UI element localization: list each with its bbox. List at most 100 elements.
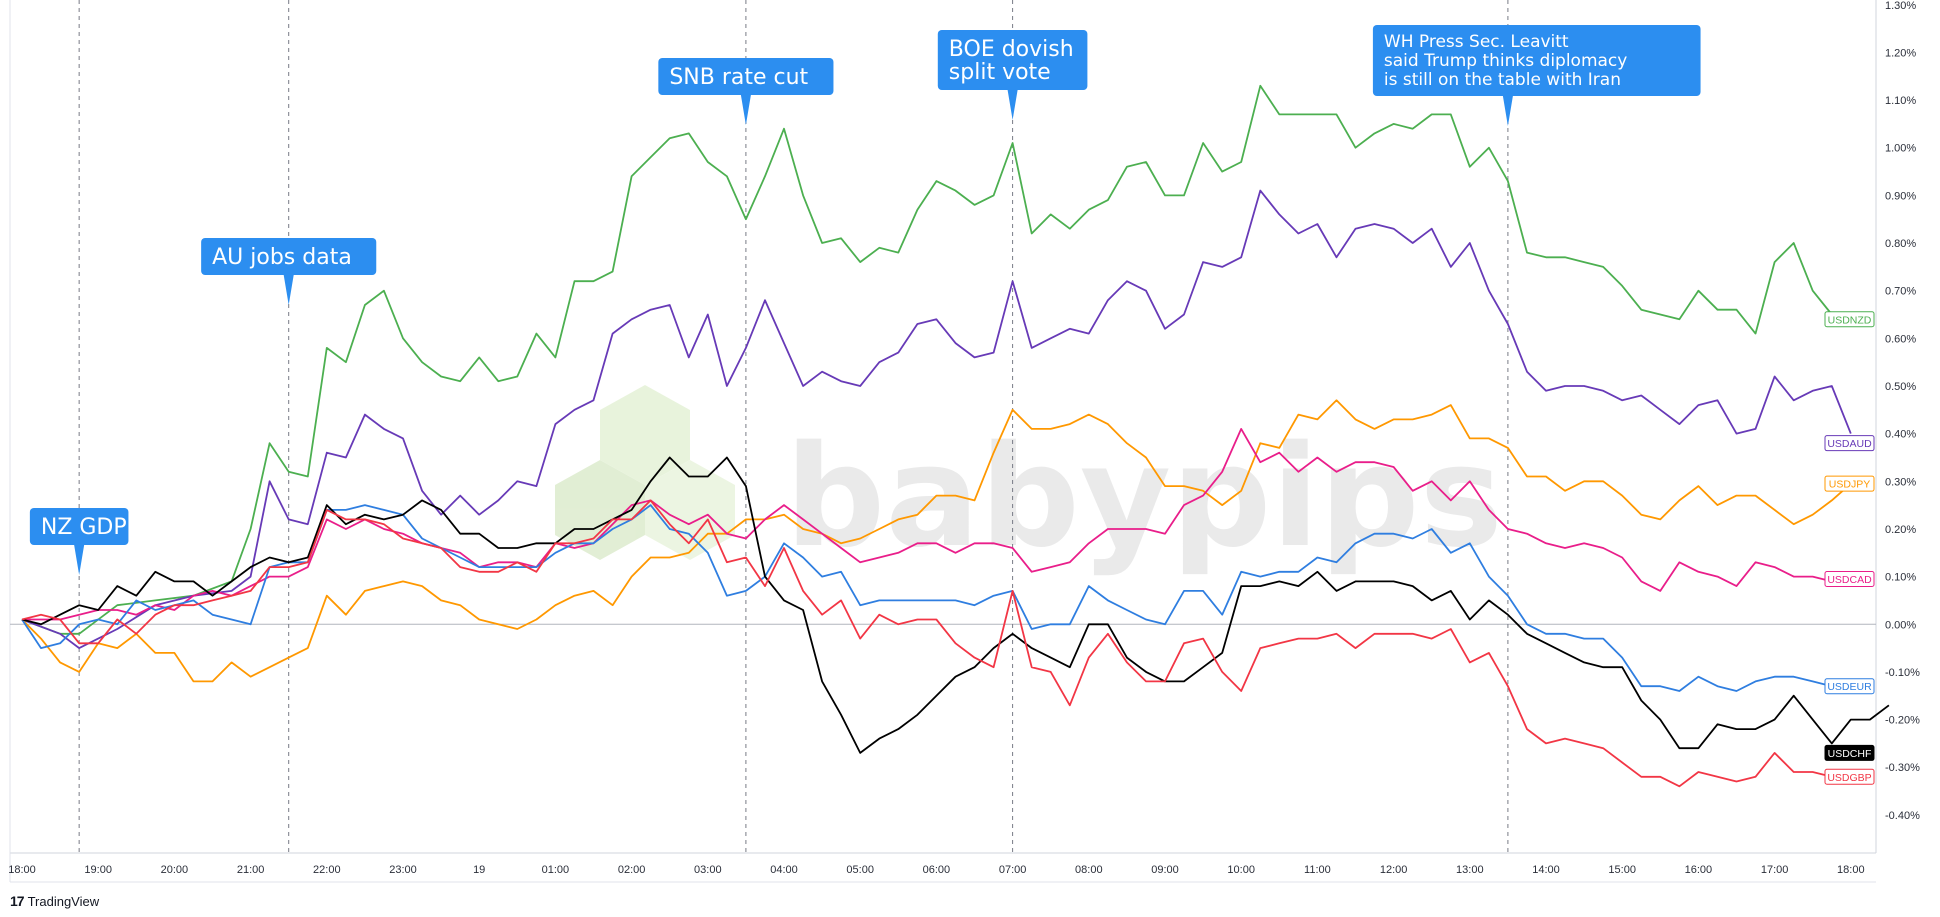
series-label-text: USDNZD bbox=[1828, 314, 1872, 326]
x-tick-label: 01:00 bbox=[542, 864, 570, 876]
annotation-text: AU jobs data bbox=[212, 245, 352, 270]
babypips-cube-icon bbox=[555, 385, 735, 560]
annotation-callout: AU jobs data bbox=[201, 238, 377, 305]
y-tick-label: 0.70% bbox=[1885, 286, 1916, 298]
y-tick-label: 0.30% bbox=[1885, 476, 1916, 488]
y-tick-label: -0.10% bbox=[1885, 667, 1920, 679]
tradingview-name: TradingView bbox=[27, 893, 100, 909]
annotation-box bbox=[29, 508, 129, 545]
series-line-usdcad[interactable] bbox=[22, 427, 1851, 621]
x-tick-label: 11:00 bbox=[1304, 864, 1331, 876]
x-tick-label: 17:00 bbox=[1761, 864, 1789, 876]
series-line-usdjpy[interactable] bbox=[21, 399, 1852, 683]
series-label-text: USDJPY bbox=[1829, 479, 1870, 491]
x-tick-label: 21:00 bbox=[237, 864, 265, 876]
y-tick-label: 0.60% bbox=[1885, 333, 1916, 345]
series-label-usdnzd: USDNZD bbox=[1824, 311, 1875, 328]
series-labels: USDNZD USDAUD USDJPY USDCAD USDEUR USDCHF USDG… bbox=[1824, 311, 1875, 785]
x-tick-label: 06:00 bbox=[923, 864, 951, 876]
y-tick-label: -0.20% bbox=[1885, 715, 1920, 727]
x-tick-label: 05:00 bbox=[846, 864, 874, 876]
babypips-watermark: babypips bbox=[555, 385, 1503, 579]
series-label-usdeur: USDEUR bbox=[1824, 678, 1875, 695]
y-tick-label: 0.80% bbox=[1885, 238, 1916, 250]
x-tick-label: 23:00 bbox=[389, 864, 417, 876]
babypips-watermark-text: babypips bbox=[785, 416, 1503, 579]
annotation-text: NZ GDP bbox=[41, 515, 127, 540]
tradingview-brand[interactable]: 17 TradingView bbox=[10, 893, 99, 909]
x-tick-label: 13:00 bbox=[1456, 864, 1484, 876]
x-tick-label: 09:00 bbox=[1151, 864, 1179, 876]
annotation-text: SNB rate cut bbox=[669, 65, 808, 90]
series-label-text: USDGBP bbox=[1827, 772, 1871, 784]
y-tick-label: 0.40% bbox=[1885, 429, 1916, 441]
x-tick-label: 18:00 bbox=[1837, 864, 1865, 876]
annotation-text: split vote bbox=[949, 60, 1051, 85]
x-tick-label: 19:00 bbox=[84, 864, 112, 876]
y-tick-label: 0.20% bbox=[1885, 524, 1916, 536]
x-tick-label: 10:00 bbox=[1227, 864, 1255, 876]
annotation-text: BOE dovish bbox=[949, 37, 1074, 62]
annotation-pointer bbox=[1007, 90, 1018, 120]
y-tick-label: 0.00% bbox=[1885, 619, 1916, 631]
y-tick-label: 1.10% bbox=[1885, 95, 1916, 107]
annotation-text: is still on the table with Iran bbox=[1384, 70, 1621, 90]
y-tick-label: 0.10% bbox=[1885, 572, 1916, 584]
annotation-box bbox=[658, 58, 834, 95]
x-tick-label: 02:00 bbox=[618, 864, 646, 876]
series-label-box bbox=[1824, 435, 1875, 452]
series-label-usdjpy: USDJPY bbox=[1824, 475, 1875, 492]
x-tick-label: 08:00 bbox=[1075, 864, 1103, 876]
y-tick-label: 1.00% bbox=[1885, 143, 1916, 155]
x-tick-label: 19 bbox=[473, 864, 485, 876]
annotation-pointer bbox=[74, 545, 85, 575]
series-lines bbox=[21, 84, 1890, 788]
x-tick-label: 15:00 bbox=[1608, 864, 1636, 876]
y-tick-label: -0.40% bbox=[1885, 810, 1920, 822]
x-tick-label: 12:00 bbox=[1380, 864, 1408, 876]
series-label-usdaud: USDAUD bbox=[1824, 435, 1875, 452]
series-line-usdchf[interactable] bbox=[21, 456, 1890, 754]
annotation-text: WH Press Sec. Leavitt bbox=[1384, 32, 1569, 52]
series-label-text: USDAUD bbox=[1827, 438, 1872, 450]
series-label-usdchf: USDCHF bbox=[1824, 744, 1875, 761]
x-tick-label: 18:00 bbox=[8, 864, 36, 876]
series-label-usdcad: USDCAD bbox=[1824, 570, 1875, 587]
x-tick-label: 16:00 bbox=[1685, 864, 1713, 876]
annotation-pointer bbox=[1502, 96, 1513, 126]
series-label-box bbox=[1824, 678, 1875, 695]
annotation-box bbox=[1372, 25, 1701, 96]
annotations: NZ GDP AU jobs data SNB rate cut BOE dovish… bbox=[29, 25, 1701, 575]
annotation-box bbox=[201, 238, 377, 275]
y-tick-label: 0.90% bbox=[1885, 190, 1916, 202]
x-tick-label: 04:00 bbox=[770, 864, 798, 876]
annotation-callout: SNB rate cut bbox=[658, 58, 834, 125]
x-tick-label: 03:00 bbox=[694, 864, 722, 876]
series-line-usdgbp[interactable] bbox=[21, 499, 1852, 788]
y-tick-label: 1.20% bbox=[1885, 47, 1916, 59]
series-label-box bbox=[1824, 768, 1875, 785]
x-tick-label: 20:00 bbox=[161, 864, 189, 876]
x-axis: 18:00 19:00 20:00 21:00 22:00 23:00 19 01:00 02:… bbox=[8, 864, 1864, 876]
y-tick-label: 0.50% bbox=[1885, 381, 1916, 393]
x-tick-label: 14:00 bbox=[1532, 864, 1560, 876]
y-tick-label: 1.30% bbox=[1885, 0, 1916, 12]
series-label-box bbox=[1824, 744, 1875, 761]
annotation-pointer bbox=[283, 275, 294, 305]
x-tick-label: 22:00 bbox=[313, 864, 341, 876]
series-label-usdgbp: USDGBP bbox=[1824, 768, 1875, 785]
series-label-box bbox=[1824, 570, 1875, 587]
series-label-text: USDCHF bbox=[1828, 748, 1872, 760]
plot-area bbox=[9, 0, 1877, 883]
series-label-text: USDEUR bbox=[1827, 681, 1872, 693]
annotation-pointer bbox=[740, 95, 751, 125]
series-label-text: USDCAD bbox=[1827, 574, 1872, 586]
tradingview-logo-icon: 17 bbox=[10, 893, 25, 909]
series-label-box bbox=[1824, 475, 1875, 492]
y-tick-label: -0.30% bbox=[1885, 762, 1920, 774]
series-line-usdaud[interactable] bbox=[21, 189, 1852, 649]
series-line-usdnzd[interactable] bbox=[21, 84, 1852, 635]
